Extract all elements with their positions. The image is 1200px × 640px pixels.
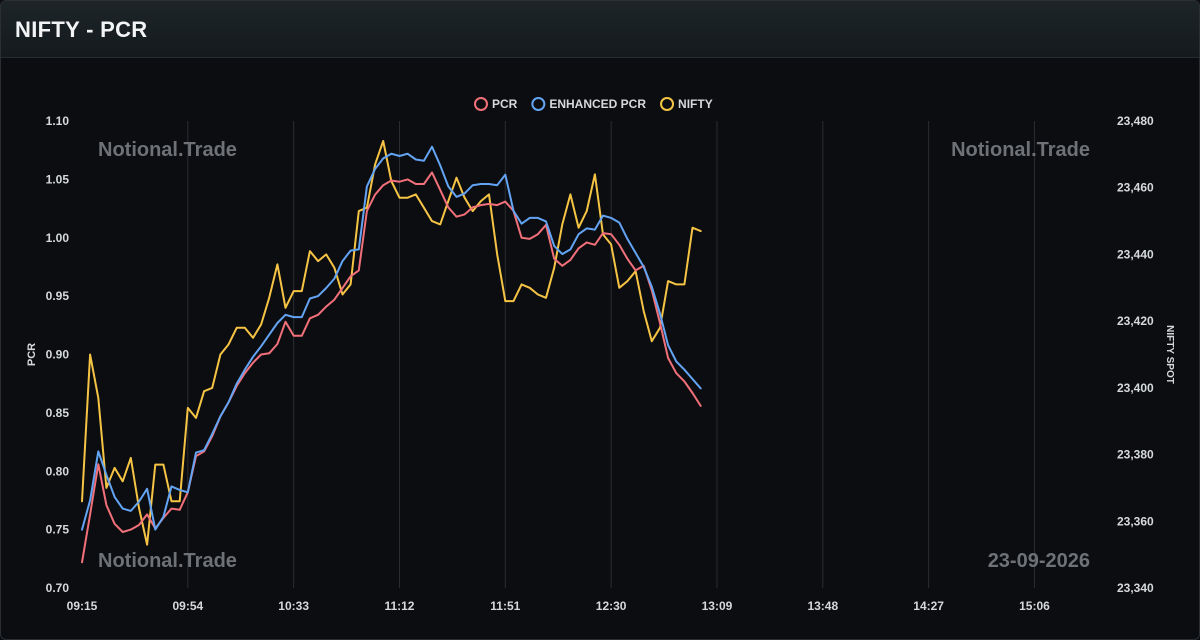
legend-marker-icon [531, 97, 546, 111]
x-tick-label: 11:51 [490, 599, 520, 613]
y-tick-label: 0.95 [46, 289, 70, 303]
y-tick-label: 1.10 [46, 114, 70, 128]
y-tick-label: 0.90 [46, 348, 70, 362]
y2-tick-label: 23,380 [1117, 448, 1154, 462]
x-tick-label: 13:48 [807, 599, 838, 613]
grid-lines [187, 121, 1035, 588]
watermark-top-right: Notional.Trade [951, 139, 1090, 161]
y-tick-label: 0.75 [46, 523, 70, 537]
legend-item-pcr[interactable]: PCR [474, 97, 518, 111]
y2-tick-label: 23,480 [1117, 114, 1154, 128]
x-tick-label: 10:33 [278, 599, 309, 613]
x-tick-label: 09:54 [172, 599, 203, 613]
enhanced-pcr-series-line [81, 145, 702, 531]
x-tick-label: 15:06 [1019, 599, 1050, 613]
y-tick-label: 1.00 [46, 231, 70, 245]
x-tick-label: 12:30 [596, 599, 627, 613]
y2-tick-label: 23,400 [1117, 381, 1154, 395]
y2-tick-label: 23,340 [1117, 581, 1154, 595]
y2-tick-label: 23,420 [1117, 314, 1154, 328]
legend-label: PCR [492, 97, 518, 111]
watermark-top-left: Notional.Trade [98, 139, 237, 161]
chart-legend: PCR ENHANCED PCR NIFTY [474, 97, 713, 111]
series-lines [81, 140, 702, 564]
legend-label: ENHANCED PCR [549, 97, 646, 111]
page-title: NIFTY - PCR [15, 17, 148, 42]
legend-label: NIFTY [678, 97, 713, 111]
legend-item-enhanced-pcr[interactable]: ENHANCED PCR [531, 97, 646, 111]
nifty-series-line [81, 140, 702, 546]
x-tick-label: 13:09 [702, 599, 733, 613]
pcr-series-line [81, 171, 702, 564]
watermark-date: 23-09-2026 [988, 550, 1090, 572]
y-tick-label: 0.85 [46, 406, 70, 420]
y2-axis-title: NIFTY SPOT [1164, 325, 1175, 384]
watermarks: Notional.Trade Notional.Trade Notional.T… [98, 139, 1090, 572]
chart-header: NIFTY - PCR [1, 1, 1199, 58]
x-tick-label: 14:27 [913, 599, 944, 613]
legend-marker-icon [474, 97, 488, 111]
y-tick-label: 0.80 [46, 464, 70, 478]
pcr-line-chart: Notional.Trade Notional.Trade Notional.T… [26, 97, 1175, 613]
legend-marker-icon [660, 97, 675, 111]
legend-item-nifty[interactable]: NIFTY [660, 97, 713, 111]
y2-tick-label: 23,440 [1117, 247, 1154, 261]
y2-tick-label: 23,360 [1117, 514, 1154, 528]
x-tick-label: 11:12 [384, 599, 414, 613]
y-tick-label: 1.05 [46, 172, 70, 186]
y2-tick-label: 23,460 [1117, 181, 1154, 195]
watermark-bottom-left: Notional.Trade [98, 550, 237, 572]
axes: 09:15 09:54 10:33 11:12 11:51 12:30 13:09 13:48… [26, 114, 1175, 613]
y-axis-title: PCR [26, 343, 38, 366]
y-tick-label: 0.70 [46, 581, 70, 595]
x-tick-label: 09:15 [67, 599, 98, 613]
